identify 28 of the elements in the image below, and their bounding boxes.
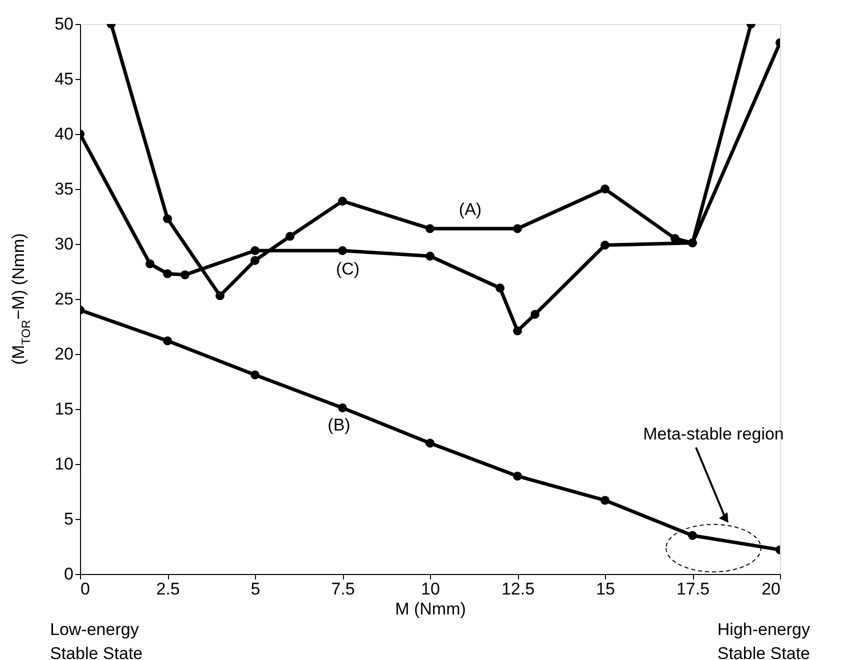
y-tick-label: 45 [54, 70, 74, 88]
y-tick-label: 10 [54, 454, 74, 474]
y-tick-label: 30 [54, 234, 74, 254]
y-tick-label: 50 [54, 14, 74, 34]
text: High-energy Stable State [717, 620, 810, 660]
y-tick-label: 25 [54, 290, 74, 308]
x-tick-label: 2.5 [156, 580, 180, 598]
text: Low-energy Stable State [50, 620, 143, 660]
x-axis-title: M (Nmm) [395, 600, 466, 618]
y-tick-label: 40 [54, 124, 74, 144]
x-tick-label: 17.5 [676, 580, 710, 598]
x-tick-label: 15 [596, 580, 615, 598]
annotation: (C) [336, 259, 360, 278]
annotation: (A) [458, 200, 482, 219]
y-tick-label: 35 [54, 180, 74, 198]
y-tick-label: 5 [64, 510, 74, 528]
x-tick-label: 12.5 [501, 580, 535, 598]
y-tick-label: 20 [54, 344, 74, 364]
x-tick-label: 7.5 [331, 580, 355, 598]
annotation: Meta-stable region [643, 424, 784, 444]
x-tick-label: 5 [250, 580, 260, 598]
y-tick-label: 0 [64, 564, 74, 584]
y-axis-title: (MTOR−M) (Nmm) [9, 233, 33, 365]
x-tick-label: 0 [80, 580, 90, 598]
y-tick-label: 15 [54, 400, 74, 418]
annotation: (B) [328, 416, 350, 434]
x-tick-label: 20 [762, 580, 780, 598]
x-tick-label: 10 [421, 580, 440, 598]
